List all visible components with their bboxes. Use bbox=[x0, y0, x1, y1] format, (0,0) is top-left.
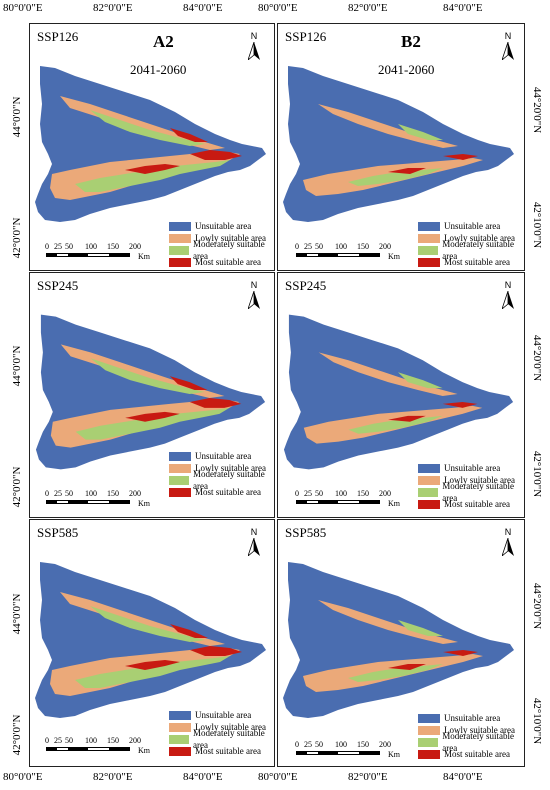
lon-label-top-84-right: 84°0'0"E bbox=[443, 2, 483, 14]
legend-item-most: Most suitable area bbox=[418, 498, 524, 510]
scale-bar: 0 25 50 100 150 200 Km bbox=[295, 242, 400, 261]
legend-item-moderately: Moderately suitable area bbox=[169, 239, 274, 261]
lat-label-right-4420-row1: 44°20'0"N bbox=[531, 86, 543, 134]
lon-label-bottom-84-right: 84°0'0"E bbox=[443, 771, 483, 783]
lat-label-right-4210-row1: 42°10'0"N bbox=[531, 201, 543, 249]
scale-bar: 0 25 50 100 150 200 Km bbox=[45, 489, 150, 508]
north-arrow: N bbox=[500, 31, 516, 61]
legend: Unsuitable area Lowly suitable area Mode… bbox=[169, 220, 274, 268]
scale-bar: 0 25 50 100 150 200 Km bbox=[45, 242, 150, 261]
legend-item-most: Most suitable area bbox=[418, 748, 524, 760]
legend-item-lowly: Lowly suitable area bbox=[169, 721, 274, 733]
north-arrow: N bbox=[500, 280, 516, 310]
north-arrow: N bbox=[246, 527, 262, 557]
map-panel-b2-ssp585: SSP585 N 0 25 50 100 150 200 Km Unsuitable ar… bbox=[277, 519, 525, 767]
scale-bar: 0 25 50 100 150 200 Km bbox=[295, 489, 400, 508]
column-label-a2: A2 bbox=[153, 32, 174, 51]
lon-label-bottom-84: 84°0'0"E bbox=[183, 771, 223, 783]
map-panel-a2-ssp245: SSP245 N 0 25 50 100 150 200 Km Unsuitable ar… bbox=[29, 272, 275, 518]
scale-bar: 0 25 50 100 150 200 Km bbox=[295, 740, 400, 759]
legend-item-moderately: Moderately suitable area bbox=[418, 481, 524, 503]
scenario-label: SSP585 bbox=[285, 525, 327, 540]
legend-item-most: Most suitable area bbox=[169, 486, 274, 498]
legend-item-unsuitable: Unsuitable area bbox=[169, 450, 274, 462]
legend: Unsuitable area Lowly suitable area Mode… bbox=[418, 462, 524, 510]
lat-label-left-44-row3: 44°0'0"N bbox=[11, 593, 23, 635]
lat-label-right-4210-row2: 42°10'0"N bbox=[531, 450, 543, 498]
scenario-label: SSP245 bbox=[37, 278, 79, 293]
legend: Unsuitable area Lowly suitable area Mode… bbox=[169, 450, 274, 498]
legend-item-lowly: Lowly suitable area bbox=[418, 474, 524, 486]
north-arrow-icon bbox=[248, 42, 260, 60]
legend-item-unsuitable: Unsuitable area bbox=[169, 709, 274, 721]
north-arrow-icon bbox=[502, 291, 514, 309]
period-label: 2041-2060 bbox=[378, 62, 435, 77]
lon-label-top-84: 84°0'0"E bbox=[183, 2, 223, 14]
legend-item-lowly: Lowly suitable area bbox=[418, 724, 524, 736]
legend: Unsuitable area Lowly suitable area Mode… bbox=[418, 220, 524, 268]
lat-label-left-42-row3: 42°0'0"N bbox=[11, 714, 23, 756]
lon-label-top-82: 82°0'0"E bbox=[93, 2, 133, 14]
legend-item-most: Most suitable area bbox=[169, 745, 274, 757]
north-arrow: N bbox=[500, 527, 516, 557]
legend: Unsuitable area Lowly suitable area Mode… bbox=[418, 712, 524, 760]
legend-item-most: Most suitable area bbox=[169, 256, 274, 268]
lon-label-bottom-82-right: 82°0'0"E bbox=[348, 771, 388, 783]
lat-label-right-4420-row3: 44°20'0"N bbox=[531, 582, 543, 630]
north-arrow-icon bbox=[502, 42, 514, 60]
lat-label-left-42-row2: 42°0'0"N bbox=[11, 466, 23, 508]
legend-item-moderately: Moderately suitable area bbox=[169, 469, 274, 491]
lat-label-left-44-row2: 44°0'0"N bbox=[11, 345, 23, 387]
legend: Unsuitable area Lowly suitable area Mode… bbox=[169, 709, 274, 757]
period-label: 2041-2060 bbox=[130, 62, 187, 77]
lat-label-left-44-row1: 44°0'0"N bbox=[11, 96, 23, 138]
legend-item-unsuitable: Unsuitable area bbox=[418, 220, 524, 232]
map-panel-a2-ssp585: SSP585 N 0 25 50 100 150 200 Km Unsuitable ar… bbox=[29, 519, 275, 767]
legend-item-lowly: Lowly suitable area bbox=[169, 232, 274, 244]
lon-label-top-80: 80°0'0"E bbox=[3, 2, 43, 14]
scale-bar: 0 25 50 100 150 200 Km bbox=[45, 736, 150, 755]
north-arrow-icon bbox=[248, 291, 260, 309]
north-arrow-icon bbox=[502, 538, 514, 556]
legend-item-unsuitable: Unsuitable area bbox=[418, 712, 524, 724]
legend-item-unsuitable: Unsuitable area bbox=[169, 220, 274, 232]
scenario-label: SSP126 bbox=[285, 29, 327, 44]
lon-label-bottom-80-right: 80°0'0"E bbox=[258, 771, 298, 783]
map-panel-b2-ssp126: SSP126 B2 2041-2060 N 0 25 50 100 150 200 Km … bbox=[277, 23, 525, 271]
lon-label-top-82-right: 82°0'0"E bbox=[348, 2, 388, 14]
legend-item-moderately: Moderately suitable area bbox=[169, 728, 274, 750]
north-arrow: N bbox=[246, 280, 262, 310]
lon-label-top-80-right: 80°0'0"E bbox=[258, 2, 298, 14]
legend-item-moderately: Moderately suitable area bbox=[418, 239, 524, 261]
legend-item-lowly: Lowly suitable area bbox=[418, 232, 524, 244]
scenario-label: SSP585 bbox=[37, 525, 79, 540]
lat-label-right-4210-row3: 42°10'0"N bbox=[531, 697, 543, 745]
north-arrow-icon bbox=[248, 538, 260, 556]
column-label-b2: B2 bbox=[401, 32, 421, 51]
legend-item-most: Most suitable area bbox=[418, 256, 524, 268]
scenario-label: SSP245 bbox=[285, 278, 327, 293]
lat-label-right-4420-row2: 44°20'0"N bbox=[531, 334, 543, 382]
lon-label-bottom-80: 80°0'0"E bbox=[3, 771, 43, 783]
map-panel-b2-ssp245: SSP245 N 0 25 50 100 150 200 Km Unsuitable ar… bbox=[277, 272, 525, 518]
map-panel-a2-ssp126: SSP126 A2 2041-2060 N 0 25 50 100 150 200 Km … bbox=[29, 23, 275, 271]
legend-item-moderately: Moderately suitable area bbox=[418, 731, 524, 753]
north-arrow: N bbox=[246, 31, 262, 61]
lat-label-left-42-row1: 42°0'0"N bbox=[11, 217, 23, 259]
legend-item-unsuitable: Unsuitable area bbox=[418, 462, 524, 474]
legend-item-lowly: Lowly suitable area bbox=[169, 462, 274, 474]
lon-label-bottom-82: 82°0'0"E bbox=[93, 771, 133, 783]
scenario-label: SSP126 bbox=[37, 29, 79, 44]
